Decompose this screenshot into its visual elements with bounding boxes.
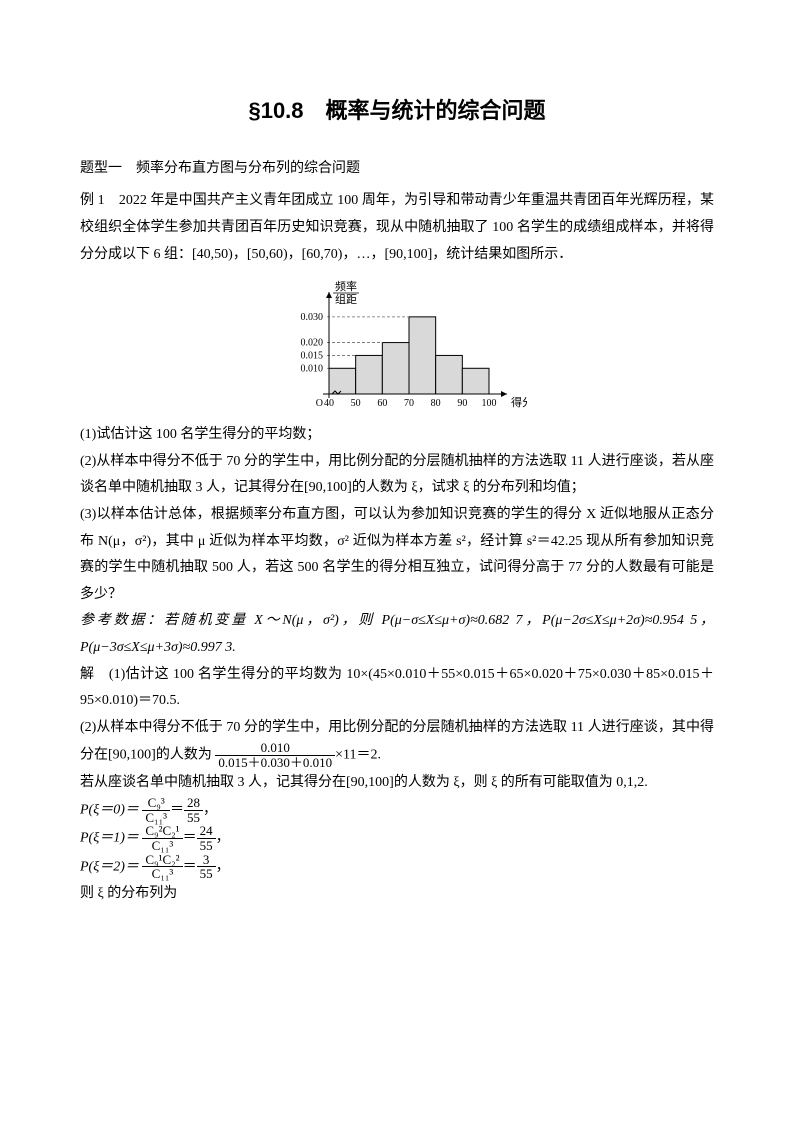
question-3: (3)以样本估计总体，根据频率分布直方图，可以认为参加知识竞赛的学生的得分 X …	[80, 502, 714, 608]
p1-den: C₁₁³	[142, 839, 182, 853]
p1-num: C₉²C₂¹	[142, 824, 182, 839]
p2-frac2: 3 55	[197, 853, 216, 881]
question-2: (2)从样本中得分不低于 70 分的学生中，用比例分配的分层随机抽样的方法选取 …	[80, 449, 714, 502]
svg-text:60: 60	[377, 398, 387, 409]
p1-vn: 24	[197, 824, 216, 839]
p0-vd: 55	[184, 811, 203, 825]
page-title: §10.8 概率与统计的综合问题	[80, 90, 714, 132]
section-heading: 题型一 频率分布直方图与分布列的综合问题	[80, 156, 714, 183]
solution-2b: 若从座谈名单中随机抽取 3 人，记其得分在[90,100]的人数为 ξ，则 ξ …	[80, 770, 714, 797]
p1-frac1: C₉²C₂¹ C₁₁³	[142, 824, 182, 852]
svg-text:90: 90	[457, 398, 467, 409]
frac-den: 0.015＋0.030＋0.010	[215, 756, 335, 770]
p1-lhs: P(ξ＝1)＝	[80, 831, 139, 846]
p2-vd: 55	[197, 867, 216, 881]
svg-text:40: 40	[324, 398, 334, 409]
example-text: 2022 年是中国共产主义青年团成立 100 周年，为引导和带动青少年重温共青团…	[80, 193, 714, 261]
svg-text:O: O	[316, 398, 323, 409]
svg-text:100: 100	[482, 398, 497, 409]
prob-xi-1: P(ξ＝1)＝ C₉²C₂¹ C₁₁³ ＝ 24 55 ，	[80, 824, 714, 852]
svg-text:0.010: 0.010	[301, 363, 324, 374]
p2-vn: 3	[197, 853, 216, 868]
svg-text:80: 80	[431, 398, 441, 409]
example-label: 例 1	[80, 193, 105, 208]
solution-label: 解	[80, 667, 94, 682]
prob-xi-0: P(ξ＝0)＝ C₉³ C₁₁³ ＝ 28 55 ，	[80, 796, 714, 824]
p2-num: C₉¹C₂²	[142, 853, 182, 868]
p2-frac1: C₉¹C₂² C₁₁³	[142, 853, 182, 881]
question-1: (1)试估计这 100 名学生得分的平均数；	[80, 422, 714, 449]
p0-lhs: P(ξ＝0)＝	[80, 803, 139, 818]
svg-text:得分: 得分	[511, 396, 527, 409]
example-intro: 例 1 2022 年是中国共产主义青年团成立 100 周年，为引导和带动青少年重…	[80, 188, 714, 268]
solution-2a-text: (2)从样本中得分不低于 70 分的学生中，用比例分配的分层随机抽样的方法选取 …	[80, 720, 714, 763]
svg-text:50: 50	[351, 398, 361, 409]
solution-2a: (2)从样本中得分不低于 70 分的学生中，用比例分配的分层随机抽样的方法选取 …	[80, 715, 714, 770]
svg-text:70: 70	[404, 398, 414, 409]
p0-num: C₉³	[142, 796, 170, 811]
svg-text:频率: 频率	[335, 279, 357, 293]
p0-frac2: 28 55	[184, 796, 203, 824]
solution-1-text: (1)估计这 100 名学生得分的平均数为 10×(45×0.010＋55×0.…	[80, 667, 714, 709]
p1-vd: 55	[197, 839, 216, 853]
reference-data: 参考数据：若随机变量 X～N(μ，σ²)，则 P(μ−σ≤X≤μ+σ)≈0.68…	[80, 608, 714, 661]
svg-text:组距: 组距	[335, 292, 357, 306]
svg-text:0.015: 0.015	[301, 351, 324, 362]
solution-2a-tail: ×11＝2.	[335, 748, 381, 763]
solution-1: 解 (1)估计这 100 名学生得分的平均数为 10×(45×0.010＋55×…	[80, 662, 714, 715]
frac-num: 0.010	[215, 741, 335, 756]
p2-lhs: P(ξ＝2)＝	[80, 859, 139, 874]
p2-den: C₁₁³	[142, 867, 182, 881]
svg-text:0.030: 0.030	[301, 312, 324, 323]
svg-text:0.020: 0.020	[301, 338, 324, 349]
prob-xi-2: P(ξ＝2)＝ C₉¹C₂² C₁₁³ ＝ 3 55 ，	[80, 853, 714, 881]
p1-frac2: 24 55	[197, 824, 216, 852]
tail-line: 则 ξ 的分布列为	[80, 881, 714, 908]
fraction-sampling: 0.010 0.015＋0.030＋0.010	[215, 741, 335, 769]
p0-vn: 28	[184, 796, 203, 811]
p0-frac1: C₉³ C₁₁³	[142, 796, 170, 824]
histogram-chart: 40 50 60 70 80 90 100 0.0100.015 0.020 0.030 得分 频率组…	[80, 276, 714, 416]
p0-den: C₁₁³	[142, 811, 170, 825]
